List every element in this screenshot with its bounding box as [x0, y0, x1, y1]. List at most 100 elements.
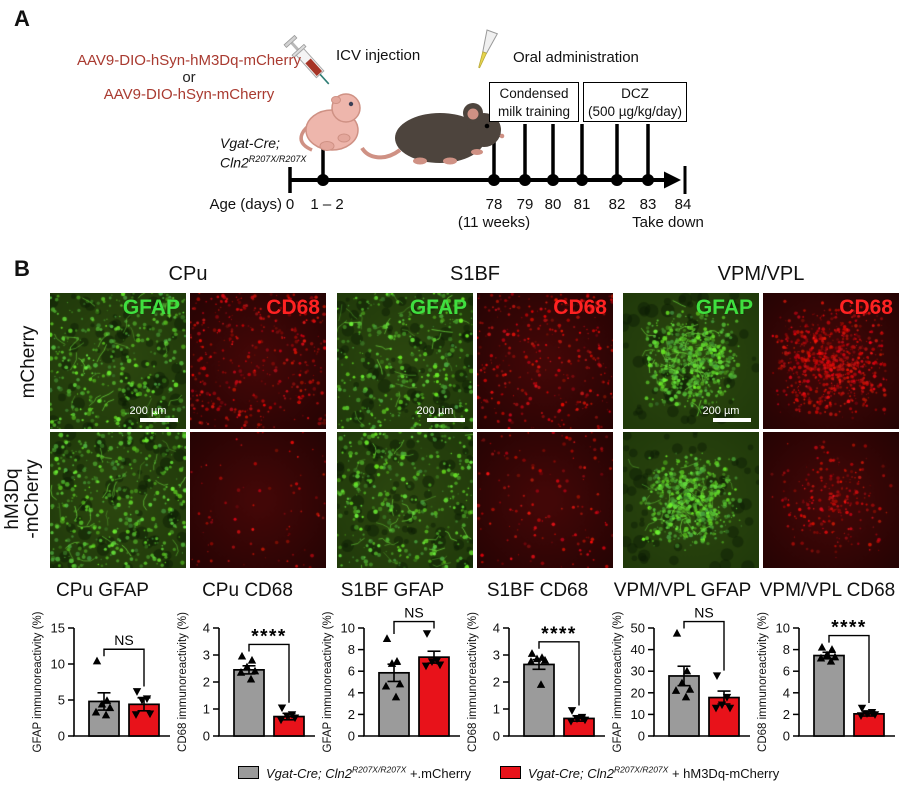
micro-cpu-cd68-mcherry: CD68 [190, 293, 326, 429]
svg-text:4: 4 [348, 685, 355, 700]
svg-text:0: 0 [638, 729, 645, 744]
svg-text:****: **** [251, 626, 287, 647]
chart-s1bf-gfap: S1BF GFAP GFAP immunoreactivity (%) 0 2 4 6 8… [320, 580, 465, 767]
timeline-tick-79: 79 [516, 196, 534, 213]
oral-administration-label: Oral administration [513, 49, 639, 66]
cd68-channel-label: CD68 [553, 296, 607, 319]
chart-cpu-gfap: CPu GFAP GFAP immunoreactivity (%) 0 5 10 15… [30, 580, 175, 767]
week-note: (11 weeks) [457, 214, 531, 231]
micrograph-canvas [337, 432, 473, 568]
takedown-label: Take down [632, 214, 704, 231]
cd68-channel-label: CD68 [839, 296, 893, 319]
svg-text:10: 10 [776, 621, 790, 636]
chart-title: S1BF CD68 [486, 580, 589, 601]
gfap-channel-label: GFAP [695, 296, 753, 319]
micrograph-canvas [50, 432, 186, 568]
svg-text:GFAP immunoreactivity (%): GFAP immunoreactivity (%) [612, 611, 624, 752]
chart-title: VPM/VPL GFAP [613, 580, 752, 601]
svg-text:4: 4 [783, 685, 790, 700]
micrograph-canvas [190, 432, 326, 568]
micrograph-canvas [337, 293, 473, 429]
svg-text:CD68 immunoreactivity (%): CD68 immunoreactivity (%) [757, 612, 769, 752]
svg-text:10: 10 [51, 657, 65, 672]
micro-vpm-gfap-hm3dq [623, 432, 759, 568]
svg-text:30: 30 [631, 664, 645, 679]
timeline-tick-0: 0 [285, 196, 295, 213]
svg-text:8: 8 [348, 642, 355, 657]
legend-swatch-gray [238, 766, 259, 780]
svg-text:4: 4 [493, 621, 500, 636]
timeline-axis-label: Age (days) [209, 196, 282, 213]
virus-labels: AAV9-DIO-hSyn-hM3Dq-mCherry or AAV9-DIO-… [68, 52, 310, 103]
scale-bar: 200 µm [118, 405, 178, 422]
gfap-channel-label: GFAP [409, 296, 467, 319]
micrograph-canvas [623, 293, 759, 429]
chart-svg: CD68 immunoreactivity (%) 0 2 4 6 8 10 **** [757, 612, 895, 752]
timeline-tick-81: 81 [573, 196, 591, 213]
micro-cpu-cd68-hm3dq [190, 432, 326, 568]
chart-title: CPu CD68 [202, 580, 293, 601]
svg-text:10: 10 [631, 707, 645, 722]
cd68-channel-label: CD68 [266, 296, 320, 319]
chart-vpm-gfap: VPM/VPL GFAP GFAP immunoreactivity (%) 0 1… [610, 580, 755, 767]
region-header-s1bf: S1BF [449, 263, 501, 285]
legend-swatch-red [500, 766, 521, 780]
micrograph-canvas [763, 293, 899, 429]
micro-s1bf-gfap-hm3dq [337, 432, 473, 568]
timeline-tick-82: 82 [608, 196, 626, 213]
syringe-icon [283, 34, 330, 85]
svg-text:1: 1 [203, 702, 210, 717]
adult-mouse-icon [360, 103, 505, 165]
svg-text:15: 15 [51, 621, 65, 636]
genotype-label: Vgat-Cre; Cln2R207X/R207X [220, 135, 307, 171]
virus-label-hm3dq: AAV9-DIO-hSyn-hM3Dq-mCherry [77, 52, 301, 69]
svg-text:****: **** [541, 624, 577, 645]
legend-text: Vgat-Cre; Cln2R207X/R207X + hM3Dq-mCherr… [528, 765, 780, 782]
chart-title: S1BF GFAP [340, 580, 445, 601]
svg-text:2: 2 [493, 675, 500, 690]
chart-cpu-cd68: CPu CD68 CD68 immunoreactivity (%) 0 1 2 3 4 *… [175, 580, 320, 767]
svg-text:2: 2 [348, 707, 355, 722]
panel-b-label: B [14, 256, 30, 281]
svg-text:NS: NS [404, 605, 423, 621]
charts-row: CPu GFAP GFAP immunoreactivity (%) 0 5 10 15… [0, 580, 900, 767]
or-text: or [182, 69, 196, 86]
svg-text:0: 0 [58, 729, 65, 744]
svg-text:4: 4 [203, 621, 210, 636]
svg-text:0: 0 [348, 729, 355, 744]
micrograph-canvas [763, 432, 899, 568]
region-header-vpm-vpl: VPM/VPL [717, 263, 805, 285]
micrograph-canvas [623, 432, 759, 568]
micro-vpm-cd68-mcherry: CD68 [763, 293, 899, 429]
micro-s1bf-gfap-mcherry: GFAP 200 µm [337, 293, 473, 429]
micro-vpm-cd68-hm3dq [763, 432, 899, 568]
timeline-tick-80: 80 [544, 196, 562, 213]
panel-a-graphics [283, 29, 687, 194]
svg-text:GFAP immunoreactivity (%): GFAP immunoreactivity (%) [32, 611, 44, 752]
chart-svg: GFAP immunoreactivity (%) 0 10 20 30 40 50 NS [612, 605, 750, 753]
svg-text:5: 5 [58, 693, 65, 708]
svg-text:20: 20 [631, 685, 645, 700]
svg-text:0: 0 [493, 729, 500, 744]
region-header-cpu: CPu [168, 263, 208, 285]
svg-text:NS: NS [694, 605, 713, 621]
pipette-icon [478, 29, 499, 69]
legend-item-hm3dq-mcherry: Vgat-Cre; Cln2R207X/R207X + hM3Dq-mCherr… [500, 765, 779, 781]
svg-text:2: 2 [783, 707, 790, 722]
timeline-tick-83: 83 [639, 196, 657, 213]
virus-label-mcherry: AAV9-DIO-hSyn-mCherry [103, 86, 275, 103]
micro-s1bf-cd68-mcherry: CD68 [477, 293, 613, 429]
chart-svg: CD68 immunoreactivity (%) 0 1 2 3 4 **** [177, 612, 315, 752]
micrograph-canvas [477, 293, 613, 429]
svg-text:3: 3 [203, 648, 210, 663]
svg-text:6: 6 [783, 664, 790, 679]
gfap-channel-label: GFAP [122, 296, 180, 319]
svg-text:GFAP immunoreactivity (%): GFAP immunoreactivity (%) [322, 611, 334, 752]
legend-text: Vgat-Cre; Cln2R207X/R207X +.mCherry [266, 765, 471, 782]
chart-svg: GFAP immunoreactivity (%) 0 5 10 15 NS [32, 611, 170, 753]
chart-svg: GFAP immunoreactivity (%) 0 2 4 6 8 10 NS [322, 605, 460, 753]
svg-text:1: 1 [493, 702, 500, 717]
svg-text:10: 10 [341, 621, 355, 636]
chart-title: VPM/VPL CD68 [759, 580, 896, 601]
